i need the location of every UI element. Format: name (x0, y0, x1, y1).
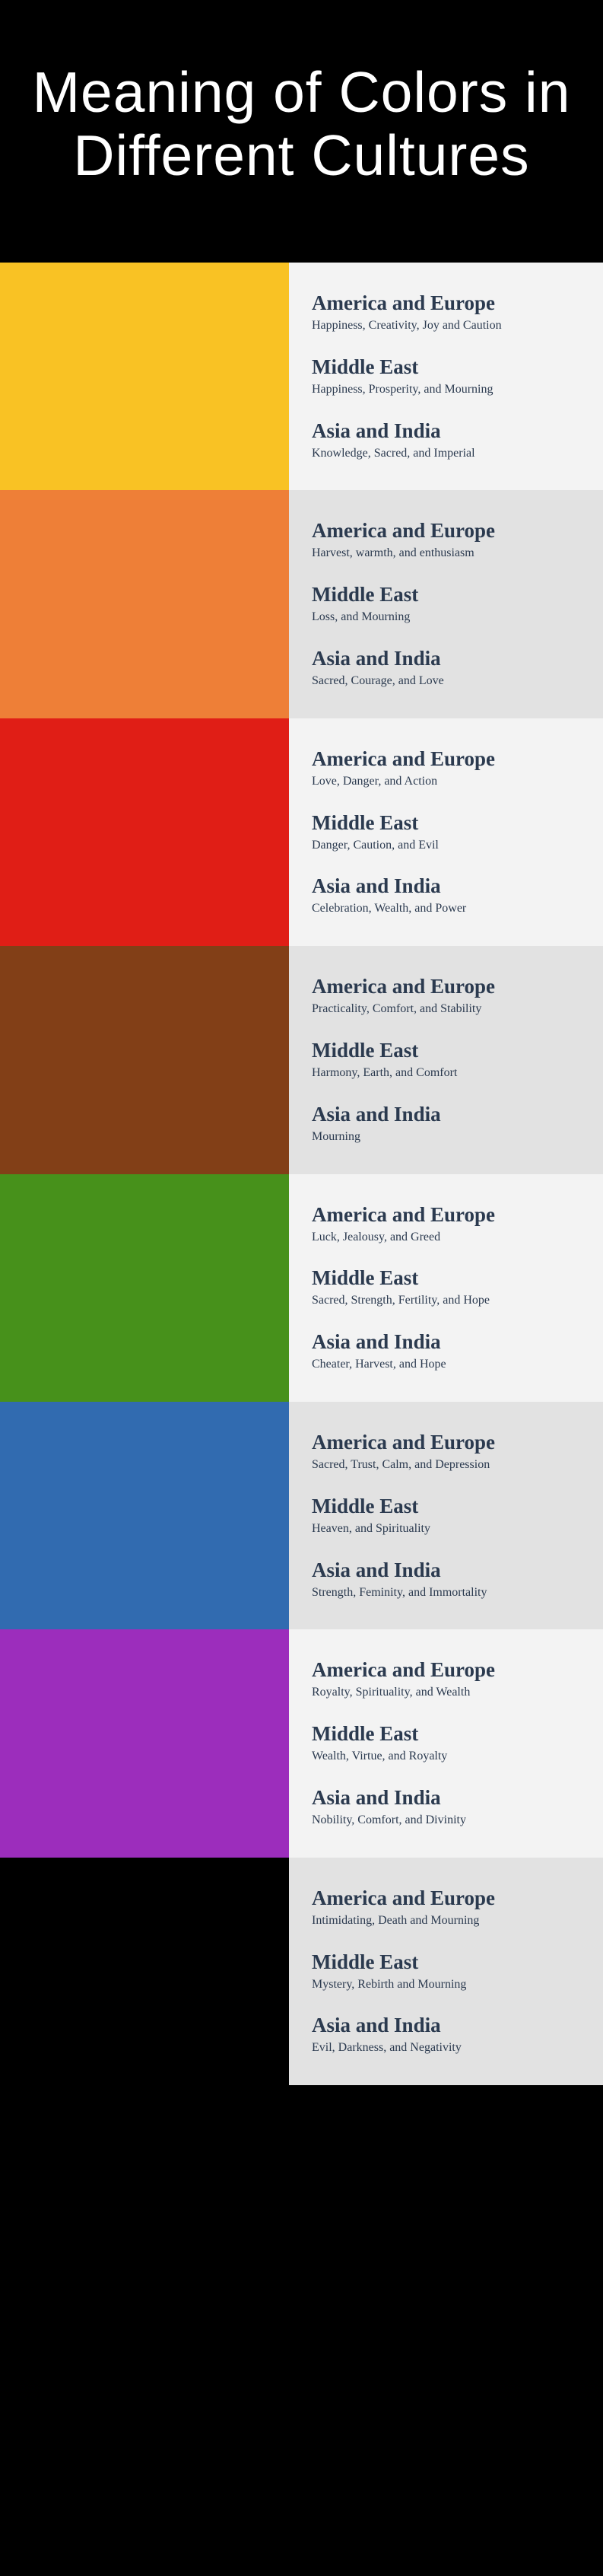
region-block: Asia and India Evil, Darkness, and Negati… (312, 2014, 588, 2056)
region-meaning: Nobility, Comfort, and Divinity (312, 1813, 588, 1829)
region-name: America and Europe (312, 519, 588, 543)
region-block: Middle East Harmony, Earth, and Comfort (312, 1039, 588, 1081)
region-name: Middle East (312, 1722, 588, 1746)
region-block: America and Europe Love, Danger, and Acti… (312, 747, 588, 790)
region-name: America and Europe (312, 1203, 588, 1227)
region-meaning: Danger, Caution, and Evil (312, 838, 588, 854)
region-name: Asia and India (312, 1103, 588, 1126)
region-name: Asia and India (312, 647, 588, 670)
color-swatch (0, 718, 289, 946)
color-info: America and Europe Happiness, Creativity,… (289, 263, 603, 490)
region-meaning: Knowledge, Sacred, and Imperial (312, 446, 588, 462)
region-meaning: Mourning (312, 1129, 588, 1145)
region-block: Middle East Wealth, Virtue, and Royalty (312, 1722, 588, 1765)
region-name: Asia and India (312, 1786, 588, 1810)
region-name: Middle East (312, 1950, 588, 1974)
region-block: Asia and India Nobility, Comfort, and Div… (312, 1786, 588, 1829)
region-name: Asia and India (312, 1559, 588, 1582)
color-swatch (0, 263, 289, 490)
region-name: Middle East (312, 811, 588, 835)
region-block: Asia and India Strength, Feminity, and Im… (312, 1559, 588, 1601)
color-info: America and Europe Royalty, Spirituality,… (289, 1629, 603, 1857)
region-name: America and Europe (312, 975, 588, 998)
color-rows-container: America and Europe Happiness, Creativity,… (0, 263, 603, 2085)
region-name: America and Europe (312, 1431, 588, 1454)
color-row: America and Europe Luck, Jealousy, and Gr… (0, 1174, 603, 1402)
region-meaning: Harvest, warmth, and enthusiasm (312, 546, 588, 562)
region-block: America and Europe Harvest, warmth, and e… (312, 519, 588, 562)
region-meaning: Strength, Feminity, and Immortality (312, 1585, 588, 1601)
color-info: America and Europe Love, Danger, and Acti… (289, 718, 603, 946)
region-block: Middle East Sacred, Strength, Fertility, … (312, 1266, 588, 1309)
region-block: Asia and India Sacred, Courage, and Love (312, 647, 588, 689)
region-meaning: Evil, Darkness, and Negativity (312, 2040, 588, 2056)
region-name: Asia and India (312, 874, 588, 898)
color-info: America and Europe Practicality, Comfort,… (289, 946, 603, 1173)
region-meaning: Celebration, Wealth, and Power (312, 901, 588, 917)
color-info: America and Europe Harvest, warmth, and e… (289, 490, 603, 718)
header: Meaning of Colors in Different Cultures (0, 0, 603, 263)
region-meaning: Wealth, Virtue, and Royalty (312, 1749, 588, 1765)
color-row: America and Europe Happiness, Creativity,… (0, 263, 603, 490)
color-row: America and Europe Harvest, warmth, and e… (0, 490, 603, 718)
region-name: America and Europe (312, 1658, 588, 1682)
region-meaning: Mystery, Rebirth and Mourning (312, 1977, 588, 1993)
region-block: America and Europe Sacred, Trust, Calm, a… (312, 1431, 588, 1473)
region-name: Asia and India (312, 2014, 588, 2037)
region-meaning: Luck, Jealousy, and Greed (312, 1230, 588, 1246)
region-meaning: Happiness, Prosperity, and Mourning (312, 382, 588, 398)
color-swatch (0, 1629, 289, 1857)
region-meaning: Sacred, Strength, Fertility, and Hope (312, 1293, 588, 1309)
region-name: Middle East (312, 1495, 588, 1518)
region-block: Middle East Loss, and Mourning (312, 583, 588, 626)
region-block: America and Europe Happiness, Creativity,… (312, 291, 588, 334)
color-row: America and Europe Practicality, Comfort,… (0, 946, 603, 1173)
region-name: Middle East (312, 355, 588, 379)
region-name: Asia and India (312, 1330, 588, 1354)
color-swatch (0, 490, 289, 718)
region-meaning: Practicality, Comfort, and Stability (312, 1001, 588, 1017)
region-name: America and Europe (312, 291, 588, 315)
color-row: America and Europe Intimidating, Death an… (0, 1858, 603, 2085)
region-name: Middle East (312, 583, 588, 607)
region-name: America and Europe (312, 747, 588, 771)
color-swatch (0, 1402, 289, 1629)
color-info: America and Europe Intimidating, Death an… (289, 1858, 603, 2085)
region-block: America and Europe Practicality, Comfort,… (312, 975, 588, 1017)
region-block: Middle East Heaven, and Spirituality (312, 1495, 588, 1537)
region-name: Middle East (312, 1266, 588, 1290)
region-block: Middle East Happiness, Prosperity, and Mo… (312, 355, 588, 398)
region-block: Asia and India Celebration, Wealth, and P… (312, 874, 588, 917)
region-meaning: Sacred, Trust, Calm, and Depression (312, 1457, 588, 1473)
color-row: America and Europe Royalty, Spirituality,… (0, 1629, 603, 1857)
region-meaning: Loss, and Mourning (312, 610, 588, 626)
color-info: America and Europe Sacred, Trust, Calm, a… (289, 1402, 603, 1629)
region-meaning: Royalty, Spirituality, and Wealth (312, 1685, 588, 1701)
region-block: America and Europe Royalty, Spirituality,… (312, 1658, 588, 1701)
color-row: America and Europe Sacred, Trust, Calm, a… (0, 1402, 603, 1629)
region-block: Middle East Mystery, Rebirth and Mourning (312, 1950, 588, 1993)
region-meaning: Cheater, Harvest, and Hope (312, 1357, 588, 1373)
color-swatch (0, 1858, 289, 2085)
region-name: America and Europe (312, 1887, 588, 1910)
region-block: Middle East Danger, Caution, and Evil (312, 811, 588, 854)
region-name: Asia and India (312, 419, 588, 443)
region-block: America and Europe Intimidating, Death an… (312, 1887, 588, 1929)
region-meaning: Intimidating, Death and Mourning (312, 1913, 588, 1929)
region-meaning: Heaven, and Spirituality (312, 1521, 588, 1537)
color-swatch (0, 1174, 289, 1402)
region-block: Asia and India Mourning (312, 1103, 588, 1145)
region-meaning: Love, Danger, and Action (312, 774, 588, 790)
color-swatch (0, 946, 289, 1173)
color-info: America and Europe Luck, Jealousy, and Gr… (289, 1174, 603, 1402)
region-block: Asia and India Cheater, Harvest, and Hope (312, 1330, 588, 1373)
region-meaning: Harmony, Earth, and Comfort (312, 1065, 588, 1081)
region-meaning: Happiness, Creativity, Joy and Caution (312, 318, 588, 334)
region-meaning: Sacred, Courage, and Love (312, 673, 588, 689)
region-block: America and Europe Luck, Jealousy, and Gr… (312, 1203, 588, 1246)
page-title: Meaning of Colors in Different Cultures (23, 61, 580, 186)
region-name: Middle East (312, 1039, 588, 1062)
color-row: America and Europe Love, Danger, and Acti… (0, 718, 603, 946)
region-block: Asia and India Knowledge, Sacred, and Imp… (312, 419, 588, 462)
